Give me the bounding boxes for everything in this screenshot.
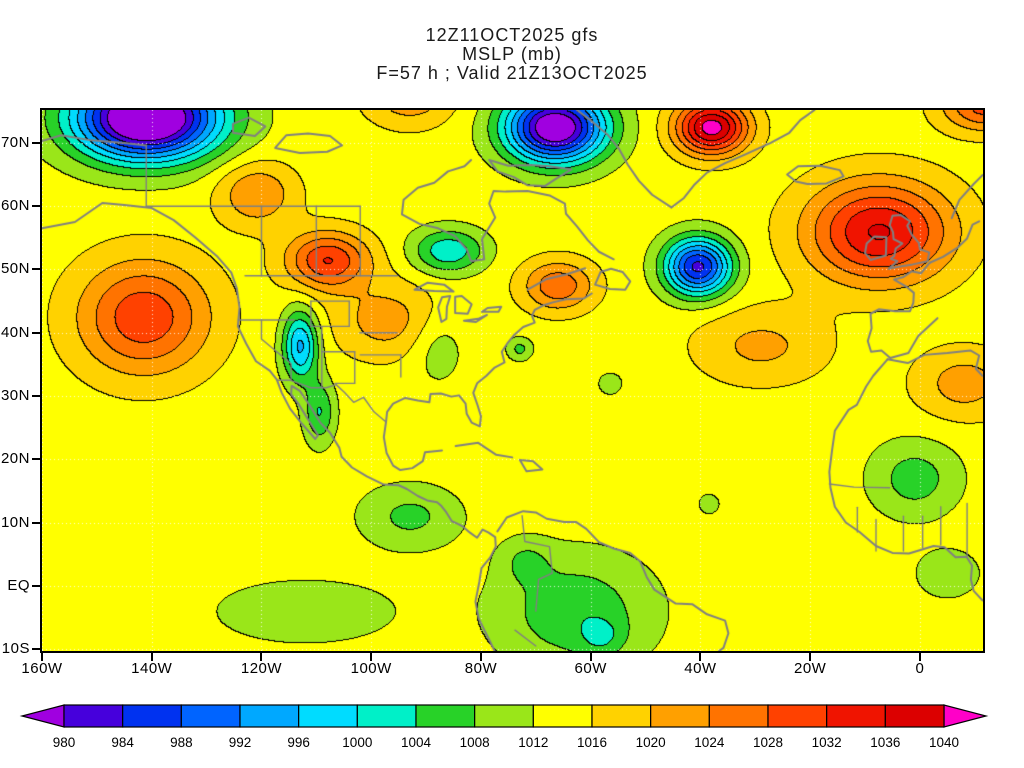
colorbar-label: 1028 (753, 735, 783, 750)
colorbar-cell (826, 704, 886, 728)
colorbar-cell (356, 704, 417, 728)
x-axis-label: 20W (793, 660, 827, 677)
colorbar-cell (474, 704, 534, 728)
y-axis-label: 20N (0, 450, 30, 468)
y-axis-tick (32, 458, 40, 461)
colorbar-cell (650, 704, 710, 728)
y-axis-tick (32, 205, 40, 208)
colorbar-cell (180, 704, 241, 728)
colorbar-svg: 980 984 988 992 996 1000 1004 1008 1012 1016 1020 1… (19, 704, 989, 750)
colorbar-arrow-high (943, 704, 989, 728)
colorbar-label: 1000 (342, 735, 372, 750)
map-frame (40, 108, 985, 653)
x-axis-tick (918, 653, 921, 661)
colorbar-label: 1024 (694, 735, 725, 750)
colorbar-label: 1040 (929, 735, 959, 750)
colorbar-arrow-low (19, 704, 65, 728)
chart-title-variable: MSLP (mb) (462, 44, 562, 64)
colorbar-cell (591, 704, 652, 728)
colorbar-label: 1016 (577, 735, 607, 750)
x-axis-label: 80W (464, 660, 498, 677)
y-axis-label: 30N (0, 387, 30, 404)
colorbar-label: 1036 (870, 735, 900, 750)
colorbar-label: 1008 (460, 735, 490, 750)
colorbar-cell (884, 704, 945, 728)
x-axis-label: 100W (350, 660, 392, 677)
y-axis-label: 70N (0, 133, 30, 151)
x-axis-tick (809, 653, 812, 661)
mslp-contour-map (42, 110, 983, 651)
x-axis-tick (370, 653, 373, 661)
x-axis-label: 0 (915, 660, 925, 677)
y-axis-tick (32, 648, 40, 651)
y-axis-label: 50N (0, 260, 30, 278)
colorbar-cell (532, 704, 593, 728)
y-axis-tick (32, 395, 40, 397)
colorbar-label: 988 (170, 735, 193, 750)
colorbar: 980 984 988 992 996 1000 1004 1008 1012 1016 1020 1… (0, 701, 1024, 761)
y-axis-label: 10S (1, 640, 30, 658)
colorbar-cell (767, 704, 828, 728)
x-axis-label: 140W (131, 660, 173, 677)
y-axis-tick (32, 141, 40, 144)
colorbar-label: 996 (287, 735, 310, 750)
colorbar-cell (708, 704, 769, 728)
colorbar-label: 980 (53, 735, 76, 750)
colorbar-label: 1012 (518, 735, 548, 750)
y-axis-label: 10N (0, 513, 30, 531)
x-axis-label: 60W (574, 660, 607, 677)
y-axis-tick (32, 584, 40, 587)
colorbar-cell (239, 704, 300, 728)
colorbar-label: 1004 (401, 735, 432, 750)
colorbar-cell (415, 704, 476, 728)
x-axis-tick (699, 653, 702, 661)
y-axis-label: 60N (0, 197, 30, 215)
y-axis-tick (32, 521, 40, 524)
colorbar-label: 984 (111, 735, 134, 750)
x-axis-tick (260, 653, 263, 661)
x-axis-label: 120W (240, 660, 283, 677)
x-axis-tick (41, 653, 43, 661)
x-axis-tick (150, 653, 153, 661)
x-axis-label: 40W (684, 660, 717, 677)
colorbar-label: 1020 (636, 735, 666, 750)
y-axis-label: 40N (0, 323, 30, 341)
chart-title-run: 12Z11OCT2025 gfs (425, 25, 599, 45)
x-axis-tick (589, 653, 592, 661)
colorbar-cell (122, 704, 182, 728)
colorbar-label: 992 (229, 735, 252, 750)
chart-title-valid: F=57 h ; Valid 21Z13OCT2025 (376, 63, 648, 83)
chart-title-block: 12Z11OCT2025 gfs MSLP (mb) F=57 h ; Vali… (0, 26, 1024, 83)
colorbar-label: 1032 (812, 735, 842, 750)
x-axis-label: 160W (21, 660, 63, 677)
x-axis-tick (479, 653, 482, 661)
colorbar-cell (298, 704, 358, 728)
y-axis-label: EQ (7, 576, 30, 594)
colorbar-cell (63, 704, 124, 728)
y-axis-tick (32, 268, 40, 271)
y-axis-tick (32, 331, 40, 334)
